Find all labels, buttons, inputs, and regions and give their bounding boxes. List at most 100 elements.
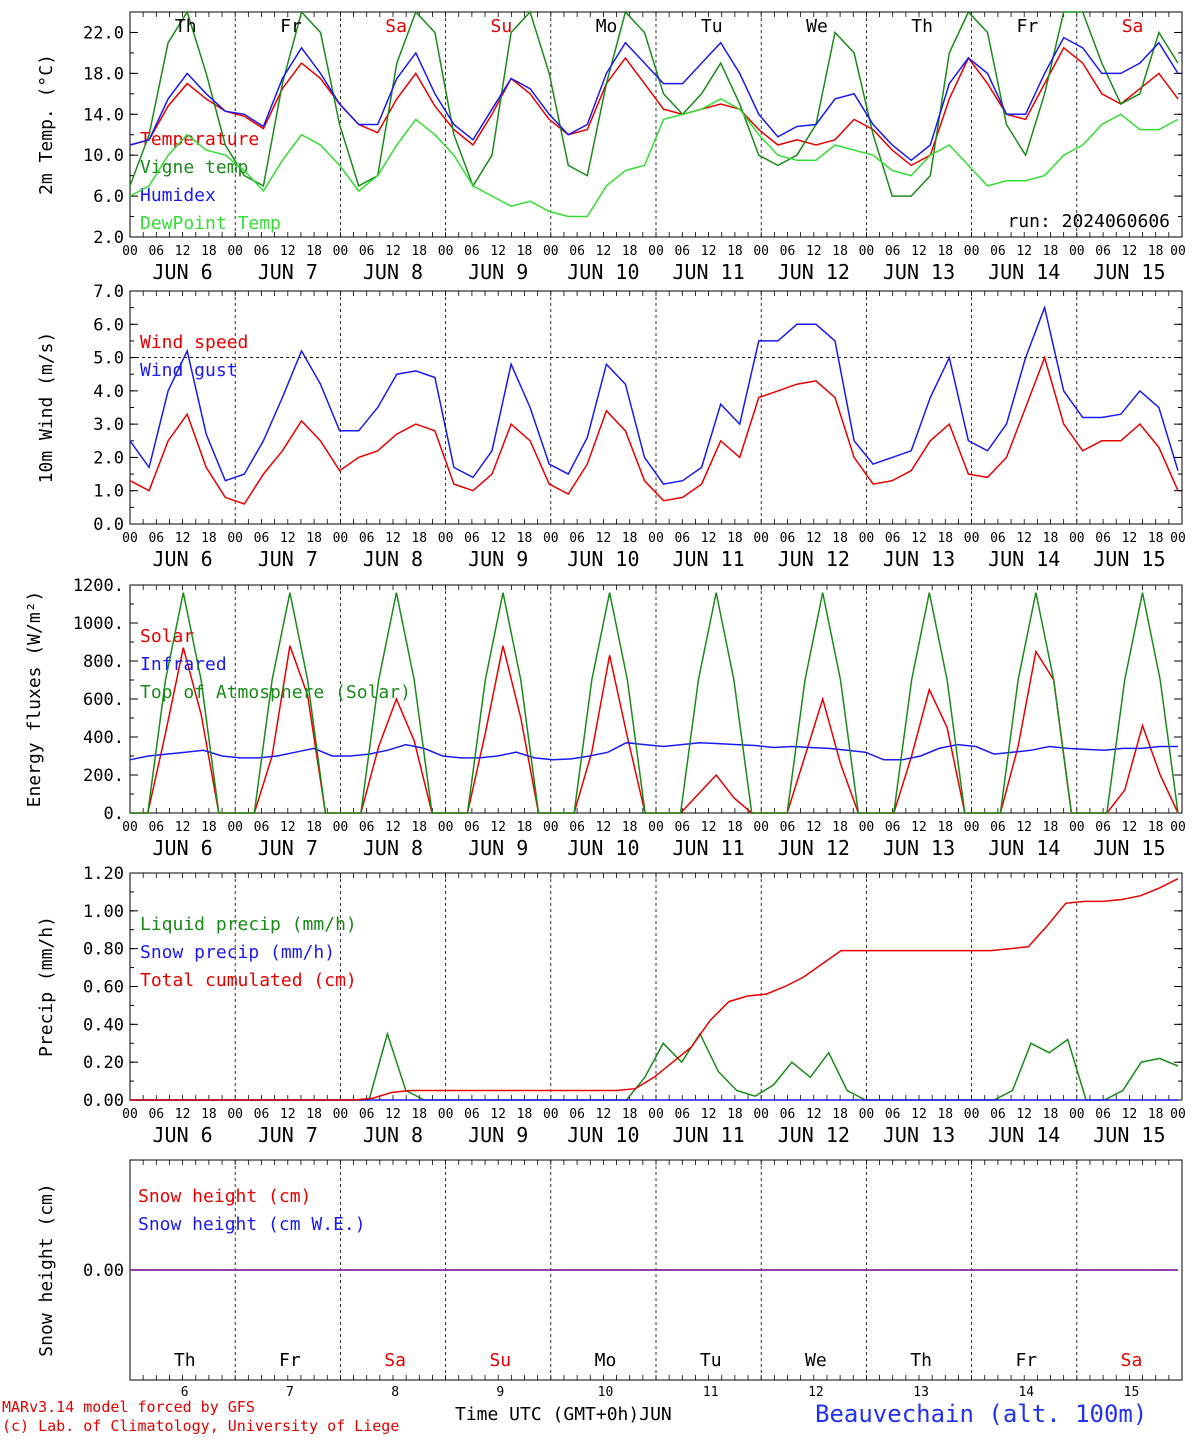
hour-tick-label: 06 <box>254 1107 270 1122</box>
hour-tick-label: 18 <box>832 820 848 835</box>
hour-tick-label: 12 <box>1016 1107 1032 1122</box>
panel-3: 0. 200. 400. 600. 800. 1000. 1200. Energy fluxe… <box>24 576 1186 860</box>
date-label: JUN 9 <box>468 836 528 860</box>
hour-tick-label: 00 <box>648 820 664 835</box>
hour-tick-label: 00 <box>438 244 454 259</box>
legend-label: Wind gust <box>140 360 238 381</box>
hour-tick-label: 18 <box>727 531 743 546</box>
day-name: Sa <box>1122 16 1144 37</box>
hour-tick-label: 18 <box>201 531 217 546</box>
hour-tick-label: 00 <box>122 531 138 546</box>
hour-tick-label: 06 <box>990 531 1006 546</box>
x-axis-title: Time UTC (GMT+0h)JUN <box>455 1404 672 1425</box>
hour-tick-label: 00 <box>753 820 769 835</box>
hour-tick-label: 12 <box>1122 820 1138 835</box>
hour-tick-label: 12 <box>175 531 191 546</box>
legend-label: Vigne temp <box>140 157 248 178</box>
hour-tick-label: 06 <box>990 820 1006 835</box>
hour-tick-label: 18 <box>201 1107 217 1122</box>
hour-tick-label: 00 <box>859 1107 875 1122</box>
hour-tick-label: 18 <box>1148 1107 1164 1122</box>
hour-tick-label: 18 <box>306 531 322 546</box>
hour-tick-label: 12 <box>596 820 612 835</box>
hour-tick-label: 12 <box>175 820 191 835</box>
hour-tick-label: 00 <box>1069 1107 1085 1122</box>
date-label: JUN 15 <box>1093 836 1165 860</box>
hour-tick-label: 12 <box>911 820 927 835</box>
hour-tick-label: 00 <box>333 531 349 546</box>
legend-label: Snow precip (mm/h) <box>140 942 335 963</box>
hour-tick-label: 12 <box>490 820 506 835</box>
hour-tick-label: 12 <box>385 244 401 259</box>
hour-tick-label: 12 <box>385 1107 401 1122</box>
hour-tick-label: 06 <box>359 820 375 835</box>
hour-tick-label: 00 <box>648 1107 664 1122</box>
hour-tick-label: 00 <box>543 820 559 835</box>
hour-tick-label: 06 <box>885 531 901 546</box>
hour-tick-label: 00 <box>227 244 243 259</box>
hour-tick-label: 12 <box>596 244 612 259</box>
hour-tick-label: 18 <box>1043 531 1059 546</box>
day-number: 6 <box>181 1385 189 1400</box>
y-axis-label: Energy fluxes (W/m²) <box>24 591 45 808</box>
series-line <box>130 1031 1179 1101</box>
y-axis-label: 2m Temp. (°C) <box>36 54 57 195</box>
date-label: JUN 6 <box>152 1123 212 1147</box>
hour-tick-label: 00 <box>964 1107 980 1122</box>
series-line <box>129 741 1178 761</box>
hour-tick-label: 12 <box>701 244 717 259</box>
hour-tick-label: 18 <box>937 531 953 546</box>
hour-tick-label: 12 <box>911 1107 927 1122</box>
hour-tick-label: 18 <box>411 1107 427 1122</box>
y-tick-label: 7.0 <box>93 282 124 302</box>
series-line <box>129 10 1179 197</box>
hour-tick-label: 06 <box>674 820 690 835</box>
hour-tick-label: 06 <box>148 1107 164 1122</box>
date-label: JUN 14 <box>988 260 1060 284</box>
hour-tick-label: 18 <box>306 820 322 835</box>
hour-tick-label: 18 <box>622 244 638 259</box>
day-number: 13 <box>913 1385 929 1400</box>
hour-tick-label: 18 <box>201 820 217 835</box>
hour-tick-label: 12 <box>701 1107 717 1122</box>
hour-tick-label: 18 <box>1043 244 1059 259</box>
hour-tick-label: 12 <box>1122 244 1138 259</box>
date-label: JUN 11 <box>672 260 744 284</box>
hour-tick-label: 12 <box>490 244 506 259</box>
day-name: Mo <box>596 16 618 37</box>
hour-tick-label: 00 <box>227 1107 243 1122</box>
day-name: Sa <box>385 16 407 37</box>
y-tick-label: 1200. <box>73 576 124 596</box>
y-tick-label: 400. <box>83 728 124 748</box>
hour-tick-label: 06 <box>780 820 796 835</box>
hour-tick-label: 06 <box>990 1107 1006 1122</box>
hour-tick-label: 12 <box>490 1107 506 1122</box>
y-axis-label: Precip (mm/h) <box>36 916 57 1057</box>
date-label: JUN 6 <box>152 260 212 284</box>
hour-tick-label: 12 <box>911 531 927 546</box>
y-axis-label: 10m Wind (m/s) <box>36 332 57 484</box>
hour-tick-label: 00 <box>333 820 349 835</box>
y-axis-label: Snow height (cm) <box>36 1183 57 1356</box>
hour-tick-label: 00 <box>1170 531 1186 546</box>
hour-tick-label: 06 <box>464 1107 480 1122</box>
hour-tick-label: 06 <box>1095 244 1111 259</box>
hour-tick-label: 00 <box>1170 820 1186 835</box>
hour-tick-label: 00 <box>333 1107 349 1122</box>
y-tick-label: 1.20 <box>83 864 124 884</box>
date-label: JUN 11 <box>672 1123 744 1147</box>
date-label: JUN 13 <box>883 547 955 571</box>
legend-label: Infrared <box>140 654 227 675</box>
hour-tick-label: 12 <box>1016 244 1032 259</box>
date-label: JUN 10 <box>567 836 639 860</box>
y-tick-label: 200. <box>83 766 124 786</box>
day-name: Fr <box>280 16 302 37</box>
hour-tick-label: 18 <box>622 820 638 835</box>
y-tick-label: 0.20 <box>83 1053 124 1073</box>
hour-tick-label: 18 <box>622 1107 638 1122</box>
day-number: 12 <box>808 1385 824 1400</box>
date-label: JUN 15 <box>1093 1123 1165 1147</box>
hour-tick-label: 06 <box>464 531 480 546</box>
date-label: JUN 8 <box>363 836 423 860</box>
x-axis-title-text: Time UTC (GMT+0h) <box>455 1404 640 1425</box>
